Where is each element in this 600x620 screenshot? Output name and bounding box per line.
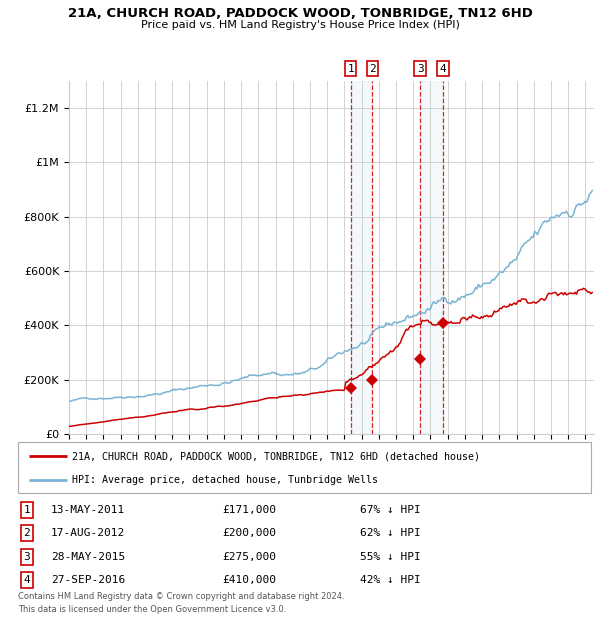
Text: 1: 1 xyxy=(347,64,354,74)
Text: £200,000: £200,000 xyxy=(222,528,276,538)
Text: 21A, CHURCH ROAD, PADDOCK WOOD, TONBRIDGE, TN12 6HD (detached house): 21A, CHURCH ROAD, PADDOCK WOOD, TONBRIDG… xyxy=(73,451,481,461)
Text: Price paid vs. HM Land Registry's House Price Index (HPI): Price paid vs. HM Land Registry's House … xyxy=(140,20,460,30)
Text: 62% ↓ HPI: 62% ↓ HPI xyxy=(360,528,421,538)
Bar xyxy=(350,81,373,434)
Bar xyxy=(420,81,443,434)
Text: 55% ↓ HPI: 55% ↓ HPI xyxy=(360,552,421,562)
Text: 2: 2 xyxy=(23,528,31,538)
FancyBboxPatch shape xyxy=(18,442,591,493)
Text: £410,000: £410,000 xyxy=(222,575,276,585)
Text: 67% ↓ HPI: 67% ↓ HPI xyxy=(360,505,421,515)
Text: 3: 3 xyxy=(417,64,424,74)
Text: 2: 2 xyxy=(369,64,376,74)
Text: 4: 4 xyxy=(440,64,446,74)
Text: 21A, CHURCH ROAD, PADDOCK WOOD, TONBRIDGE, TN12 6HD: 21A, CHURCH ROAD, PADDOCK WOOD, TONBRIDG… xyxy=(68,7,532,20)
Text: 27-SEP-2016: 27-SEP-2016 xyxy=(51,575,125,585)
Text: HPI: Average price, detached house, Tunbridge Wells: HPI: Average price, detached house, Tunb… xyxy=(73,475,379,485)
Text: £171,000: £171,000 xyxy=(222,505,276,515)
Text: 4: 4 xyxy=(23,575,31,585)
Text: Contains HM Land Registry data © Crown copyright and database right 2024.: Contains HM Land Registry data © Crown c… xyxy=(18,592,344,601)
Text: 3: 3 xyxy=(23,552,31,562)
Text: 28-MAY-2015: 28-MAY-2015 xyxy=(51,552,125,562)
Text: £275,000: £275,000 xyxy=(222,552,276,562)
Text: This data is licensed under the Open Government Licence v3.0.: This data is licensed under the Open Gov… xyxy=(18,604,286,614)
Text: 42% ↓ HPI: 42% ↓ HPI xyxy=(360,575,421,585)
Text: 1: 1 xyxy=(23,505,31,515)
Text: 17-AUG-2012: 17-AUG-2012 xyxy=(51,528,125,538)
Text: 13-MAY-2011: 13-MAY-2011 xyxy=(51,505,125,515)
